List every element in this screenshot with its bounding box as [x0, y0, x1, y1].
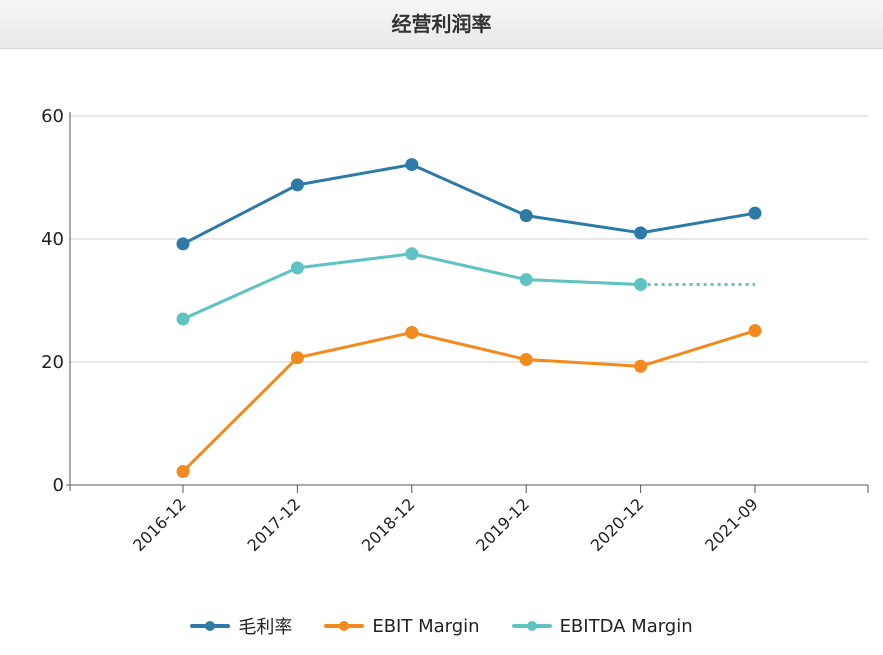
data-point-ebit-margin	[176, 464, 190, 478]
data-point-ebit-margin	[748, 324, 762, 338]
data-point-gross-margin	[176, 237, 190, 251]
series-line-ebitda-margin	[182, 252, 641, 321]
data-point-ebitda-margin	[405, 247, 419, 261]
series-line-gross-margin	[182, 163, 756, 246]
y-tick-label: 0	[53, 475, 64, 496]
legend-item-ebitda-margin[interactable]: EBITDA Margin	[511, 615, 693, 637]
data-point-ebit-margin	[405, 325, 419, 339]
legend-item-gross-margin[interactable]: 毛利率	[190, 613, 292, 639]
x-tick-label: 2019-12	[472, 494, 533, 555]
data-point-ebit-margin	[634, 359, 648, 373]
data-point-ebitda-margin	[634, 278, 648, 292]
data-point-ebit-margin	[519, 353, 533, 367]
data-point-ebit-margin	[290, 351, 304, 365]
legend-label-ebit-margin: EBIT Margin	[372, 615, 480, 637]
data-point-ebitda-margin	[290, 261, 304, 275]
legend: 毛利率 EBIT Margin EBITDA Margin	[0, 608, 883, 644]
legend-label-gross-margin: 毛利率	[238, 617, 293, 638]
data-point-gross-margin	[748, 206, 762, 220]
legend-swatch-ebitda-margin	[511, 621, 552, 631]
legend-swatch-ebit-margin	[324, 621, 365, 631]
series-line-ebit-margin	[181, 329, 756, 473]
x-tick-label: 2018-12	[358, 494, 419, 555]
y-tick-label: 40	[41, 229, 64, 250]
data-point-ebitda-margin	[176, 312, 190, 326]
y-tick-label: 60	[41, 106, 64, 127]
data-point-gross-margin	[290, 178, 304, 192]
x-tick-label: 2017-12	[244, 494, 305, 555]
y-tick-label: 20	[41, 352, 64, 373]
x-tick-label: 2020-12	[587, 494, 648, 555]
data-point-ebitda-margin	[519, 273, 533, 287]
data-point-gross-margin	[405, 158, 419, 172]
legend-label-ebitda-margin: EBITDA Margin	[559, 615, 693, 637]
legend-swatch-gross-margin	[190, 621, 231, 631]
chart-title: 经营利润率	[0, 0, 883, 49]
data-point-gross-margin	[519, 209, 533, 223]
x-tick-label: 2021-09	[701, 494, 762, 555]
data-point-gross-margin	[634, 226, 648, 240]
legend-item-ebit-margin[interactable]: EBIT Margin	[324, 615, 480, 637]
x-tick-label: 2016-12	[129, 494, 190, 555]
